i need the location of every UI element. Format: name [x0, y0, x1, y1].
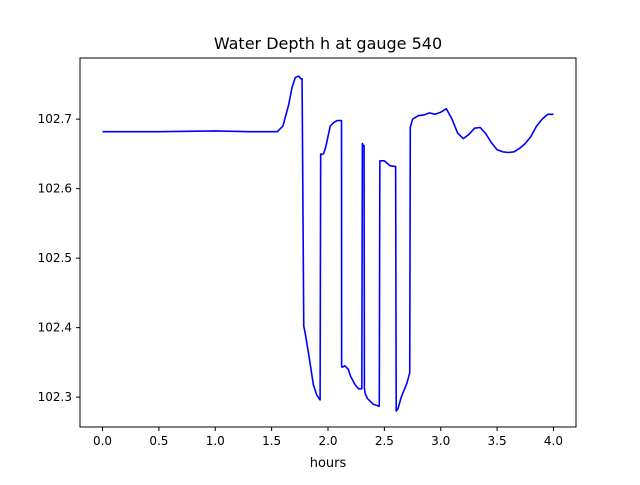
y-tick-label: 102.7 [38, 112, 72, 126]
x-tick-label: 0.5 [149, 434, 168, 448]
x-tick-label: 2.0 [318, 434, 337, 448]
x-axis-label: hours [310, 456, 347, 471]
series-line-0 [102, 75, 554, 412]
y-tick-label: 102.4 [38, 321, 72, 335]
x-tick-label: 1.5 [262, 434, 281, 448]
x-tick-label: 2.5 [375, 434, 394, 448]
x-tick-label: 3.5 [488, 434, 507, 448]
chart-title: Water Depth h at gauge 540 [214, 34, 442, 53]
x-axis: 0.0 0.5 1.0 1.5 2.0 2.5 3.0 3.5 4.0 [93, 427, 563, 448]
y-tick-label: 102.3 [38, 390, 72, 404]
x-tick-label: 1.0 [206, 434, 225, 448]
plot-area [102, 75, 554, 412]
x-tick-label: 4.0 [544, 434, 563, 448]
y-axis: 102.3 102.4 102.5 102.6 102.7 [38, 112, 80, 404]
x-tick-label: 0.0 [93, 434, 112, 448]
y-tick-label: 102.6 [38, 182, 72, 196]
x-tick-label: 3.0 [431, 434, 450, 448]
y-tick-label: 102.5 [38, 251, 72, 265]
